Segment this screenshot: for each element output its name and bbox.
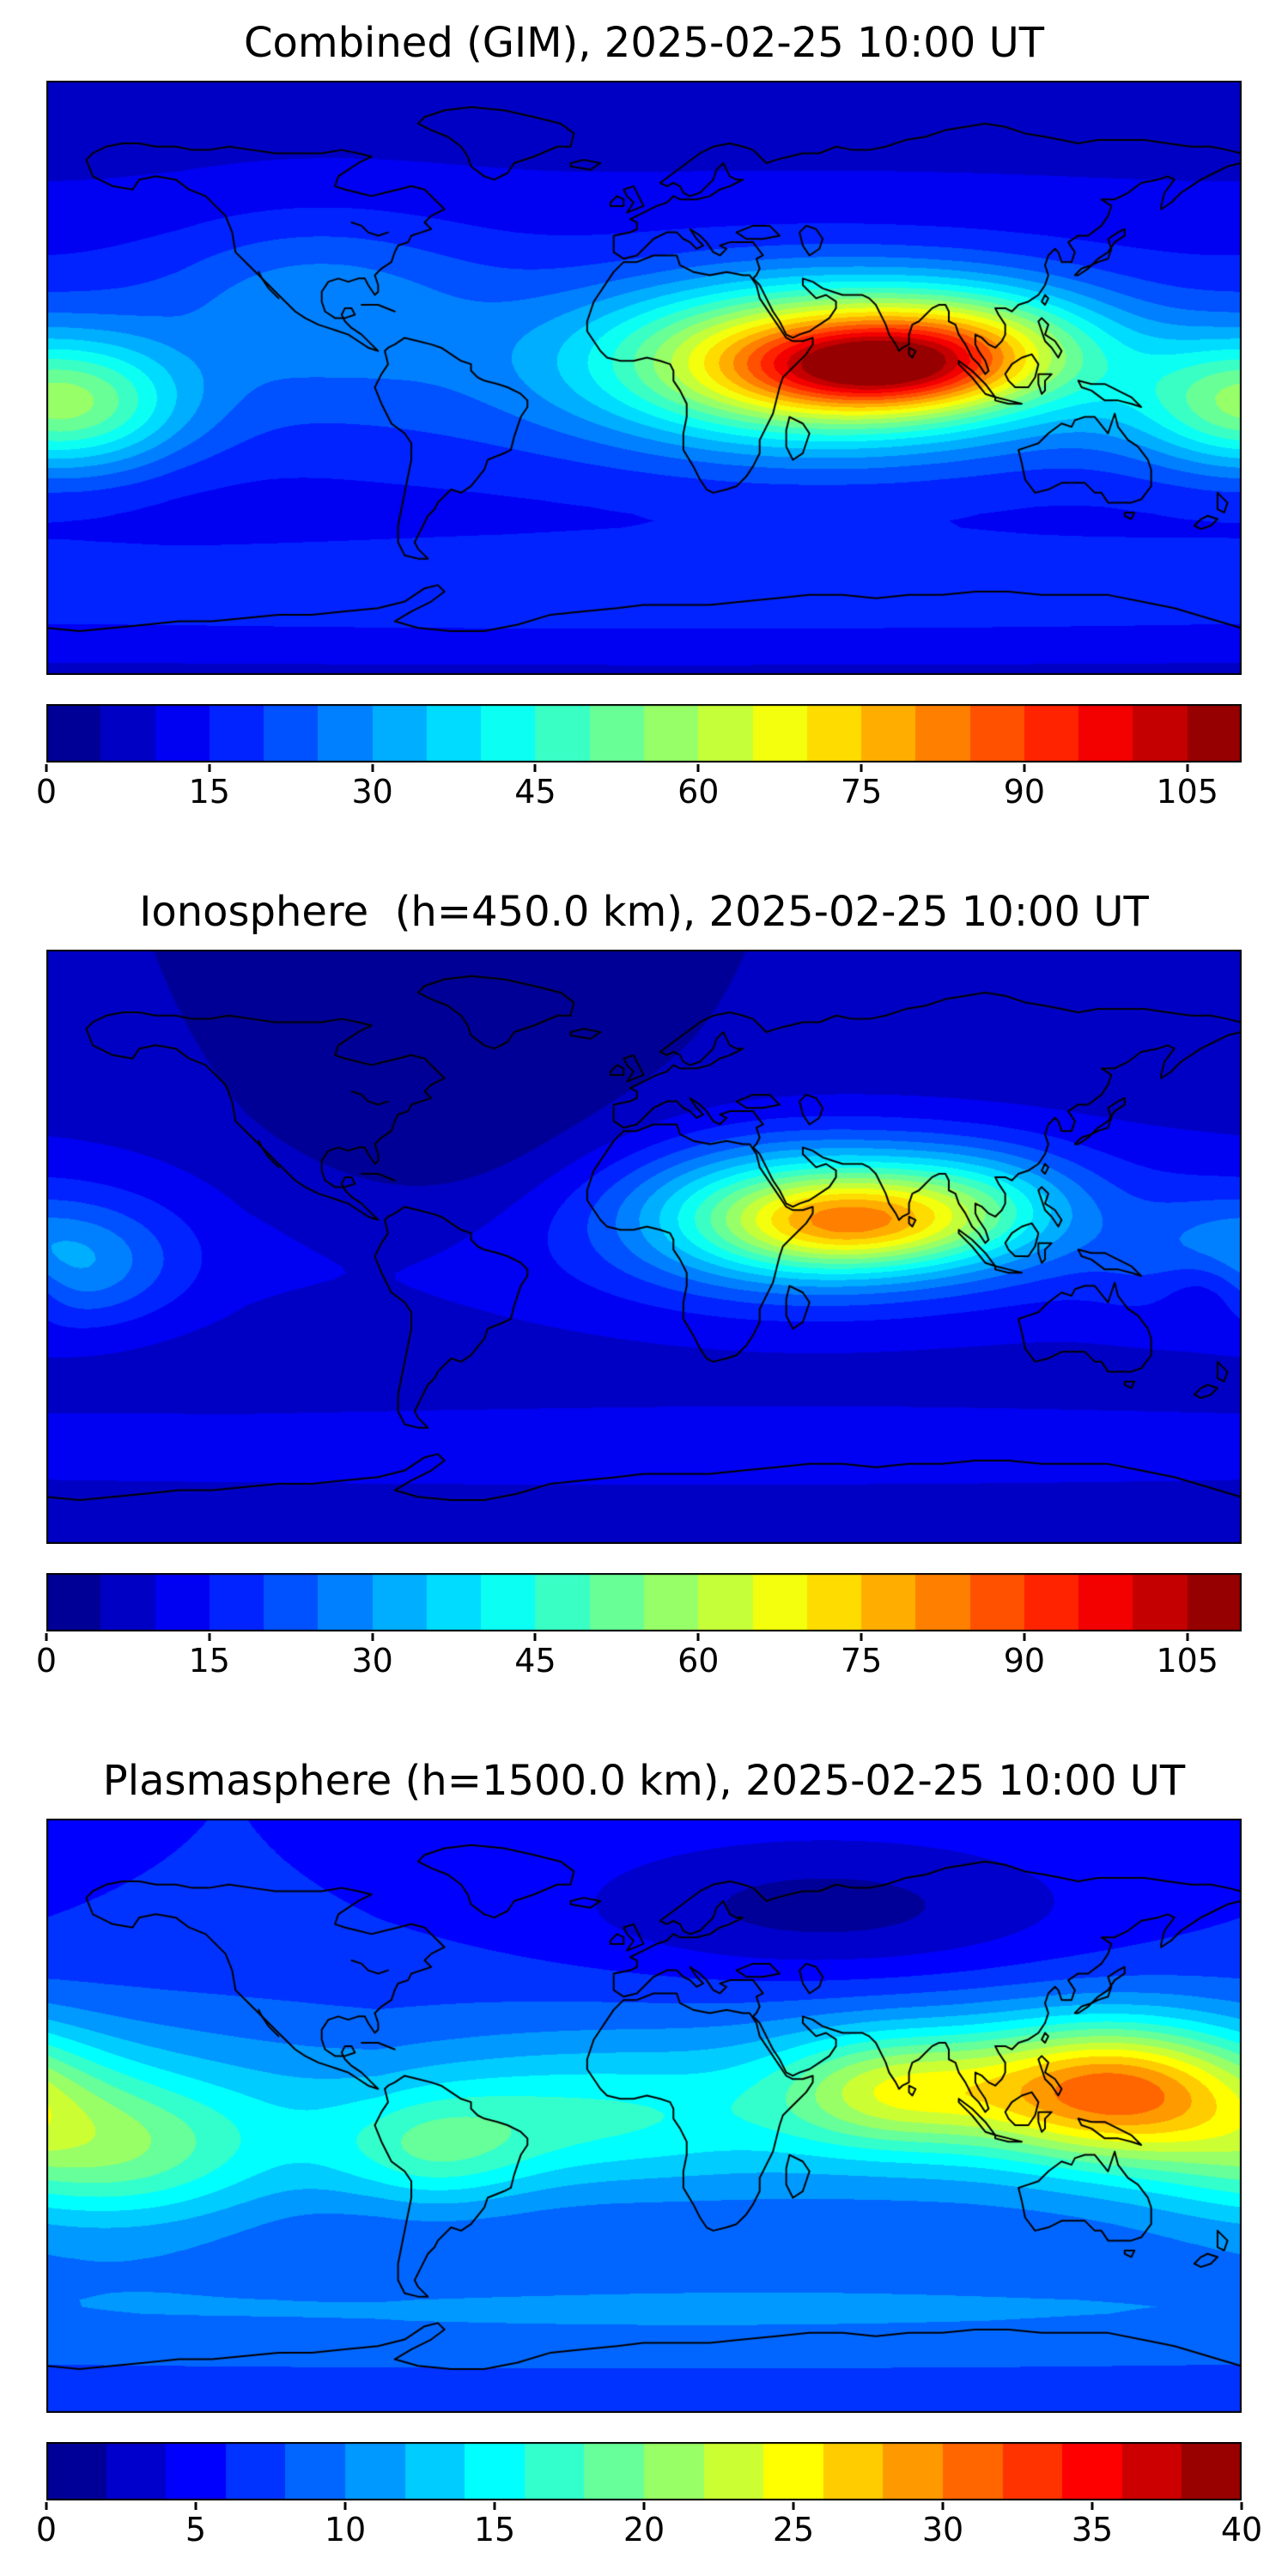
colorbar-tick-label: 60	[677, 1642, 720, 1680]
colorbar-tick-mark	[860, 764, 863, 772]
colorbar-tick-label: 10	[324, 2511, 367, 2549]
world-map-plasmasphere	[46, 1819, 1242, 2413]
panel-title-plasmasphere: Plasmasphere (h=1500.0 km), 2025-02-25 1…	[102, 1757, 1186, 1805]
colorbar-tick-mark	[1240, 2502, 1243, 2510]
panel-plasmasphere: Plasmasphere (h=1500.0 km), 2025-02-25 1…	[0, 1757, 1288, 2549]
colorbar-tick-label: 105	[1156, 1642, 1218, 1680]
colorbar-ionosphere	[46, 1573, 1242, 1631]
colorbar-tick-mark	[1186, 764, 1189, 772]
colorbar-tick-mark	[696, 764, 700, 772]
colorbar-tick-mark	[533, 764, 537, 772]
colorbar-tick-label: 0	[35, 2511, 58, 2549]
colorbar-combined	[46, 704, 1242, 762]
colorbar-tick-label: 60	[677, 773, 720, 811]
colorbar-tick-label: 15	[473, 2511, 516, 2549]
colorbar-tick-label: 20	[623, 2511, 665, 2549]
colorbar-tick-label: 35	[1071, 2511, 1114, 2549]
colorbar-tick-label: 40	[1220, 2511, 1263, 2549]
colorbar-tick-mark	[941, 2502, 945, 2510]
colorbar-tick-mark	[642, 2502, 646, 2510]
colorbar-tick-label: 0	[35, 1642, 58, 1680]
colorbar-ticks-ionosphere: 0 15 30 45 60 75 90 105	[36, 1633, 1242, 1680]
colorbar-tick-mark	[1023, 764, 1026, 772]
colorbar-tick-label: 30	[351, 1642, 393, 1680]
colorbar-tick-label: 15	[188, 1642, 230, 1680]
colorbar-tick-label: 75	[840, 1642, 883, 1680]
world-map-combined	[46, 81, 1242, 675]
panel-title-ionosphere: Ionosphere (h=450.0 km), 2025-02-25 10:0…	[139, 888, 1149, 936]
colorbar-tick-mark	[343, 2502, 347, 2510]
colorbar-tick-mark	[208, 764, 211, 772]
panel-title-combined: Combined (GIM), 2025-02-25 10:00 UT	[243, 19, 1045, 67]
colorbar-tick-mark	[1023, 1633, 1026, 1641]
panel-combined-gim: Combined (GIM), 2025-02-25 10:00 UT 0 15 3…	[0, 19, 1288, 811]
colorbar-tick-mark	[371, 1633, 374, 1641]
colorbar-tick-label: 45	[514, 1642, 556, 1680]
colorbar-tick-mark	[208, 1633, 211, 1641]
panel-ionosphere: Ionosphere (h=450.0 km), 2025-02-25 10:0…	[0, 888, 1288, 1680]
colorbar-ticks-combined: 0 15 30 45 60 75 90 105	[36, 764, 1242, 811]
colorbar-tick-label: 0	[35, 773, 58, 811]
colorbar-tick-label: 15	[188, 773, 230, 811]
colorbar-ticks-plasmasphere: 0 5 10 15 20 25 30 35 40	[36, 2502, 1262, 2549]
colorbar-tick-mark	[45, 2502, 48, 2510]
colorbar-tick-label: 30	[351, 773, 393, 811]
colorbar-tick-mark	[860, 1633, 863, 1641]
colorbar-tick-label: 75	[840, 773, 883, 811]
colorbar-tick-mark	[493, 2502, 496, 2510]
colorbar-tick-mark	[1091, 2502, 1094, 2510]
colorbar-plasmasphere	[46, 2442, 1242, 2500]
colorbar-tick-mark	[45, 764, 48, 772]
colorbar-tick-mark	[533, 1633, 537, 1641]
colorbar-tick-label: 90	[1003, 1642, 1046, 1680]
colorbar-tick-mark	[194, 2502, 197, 2510]
colorbar-tick-label: 45	[514, 773, 556, 811]
colorbar-tick-mark	[45, 1633, 48, 1641]
world-map-ionosphere	[46, 950, 1242, 1544]
colorbar-tick-mark	[371, 764, 374, 772]
colorbar-tick-label: 105	[1156, 773, 1218, 811]
colorbar-tick-label: 5	[185, 2511, 207, 2549]
colorbar-tick-mark	[792, 2502, 795, 2510]
colorbar-tick-label: 30	[921, 2511, 964, 2549]
colorbar-tick-label: 90	[1003, 773, 1046, 811]
colorbar-tick-mark	[1186, 1633, 1189, 1641]
colorbar-tick-mark	[696, 1633, 700, 1641]
colorbar-tick-label: 25	[772, 2511, 815, 2549]
